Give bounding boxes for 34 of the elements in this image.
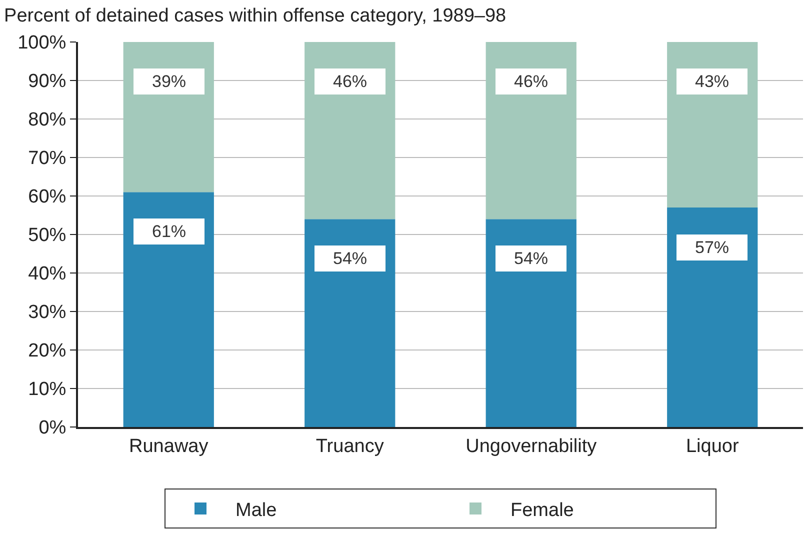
data-label: 61% (152, 222, 186, 241)
chart-title: Percent of detained cases within offense category, 1989–98 (4, 5, 506, 26)
data-label: 54% (332, 249, 368, 268)
data-label: 46% (332, 72, 368, 91)
legend-label: Male (236, 500, 277, 521)
bar (486, 42, 576, 220)
y-tick-label: 80% (28, 110, 66, 131)
data-label: 46% (514, 72, 548, 91)
data-label: 39% (152, 72, 186, 91)
x-tick-label: Ungovernability (466, 436, 598, 457)
x-tick-label: Liquor (686, 436, 740, 457)
y-tick-label: 40% (28, 264, 66, 285)
y-tick-label: 90% (28, 71, 66, 92)
y-tick-label: 10% (28, 379, 66, 400)
y-tick-label: 20% (28, 340, 66, 362)
bar (486, 219, 576, 427)
bar (304, 219, 396, 427)
legend-label: Female (510, 500, 574, 521)
y-tick-label: 30% (28, 302, 66, 324)
x-tick-label: Truancy (316, 436, 384, 457)
data-label: 43% (694, 72, 730, 91)
bar (123, 192, 214, 427)
y-tick-label: 50% (28, 225, 66, 246)
y-tick-label: 100% (18, 32, 66, 54)
bar (304, 42, 396, 220)
bar (667, 208, 758, 427)
y-tick-label: 70% (28, 148, 66, 170)
y-tick-label: 0% (38, 418, 66, 439)
y-tick-label: 60% (28, 186, 66, 208)
x-tick-label: Runaway (129, 436, 209, 457)
data-label: 54% (514, 249, 548, 268)
bar (667, 42, 758, 208)
bar (123, 42, 214, 192)
data-label: 57% (694, 238, 730, 257)
